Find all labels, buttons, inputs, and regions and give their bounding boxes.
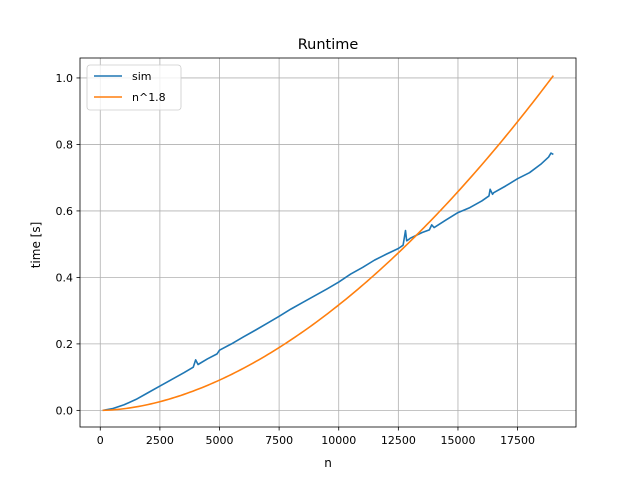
x-tick-label: 12500 <box>381 434 416 447</box>
grid-lines <box>80 58 576 427</box>
chart-title: Runtime <box>298 37 359 53</box>
y-tick-label: 0.2 <box>56 338 74 351</box>
legend-label: sim <box>132 70 152 83</box>
legend: sim n^1.8 <box>86 64 182 111</box>
x-tick-label: 5000 <box>206 434 234 447</box>
y-tick-label: 0.4 <box>56 271 74 284</box>
series-line-n-1-8 <box>102 75 554 412</box>
x-axis-label: n <box>324 456 332 470</box>
plot-frame <box>79 57 577 428</box>
y-tick-label: 1.0 <box>56 72 74 85</box>
x-tick-label: 2500 <box>146 434 174 447</box>
series-line-sim <box>102 152 554 412</box>
series-layer <box>102 75 554 412</box>
x-tick-label: 7500 <box>265 434 293 447</box>
x-tick-label: 15000 <box>440 434 475 447</box>
legend-label: n^1.8 <box>132 91 166 104</box>
axis-ticks: 0 2500 5000 7500 10000 12500 15000 17500 0.0 0.2 0… <box>56 72 536 447</box>
x-tick-label: 0 <box>97 434 104 447</box>
x-tick-label: 10000 <box>321 434 356 447</box>
y-tick-label: 0.0 <box>56 404 74 417</box>
x-tick-label: 17500 <box>500 434 535 447</box>
y-tick-label: 0.8 <box>56 138 74 151</box>
y-axis-label: time [s] <box>29 222 43 269</box>
y-tick-label: 0.6 <box>56 205 74 218</box>
